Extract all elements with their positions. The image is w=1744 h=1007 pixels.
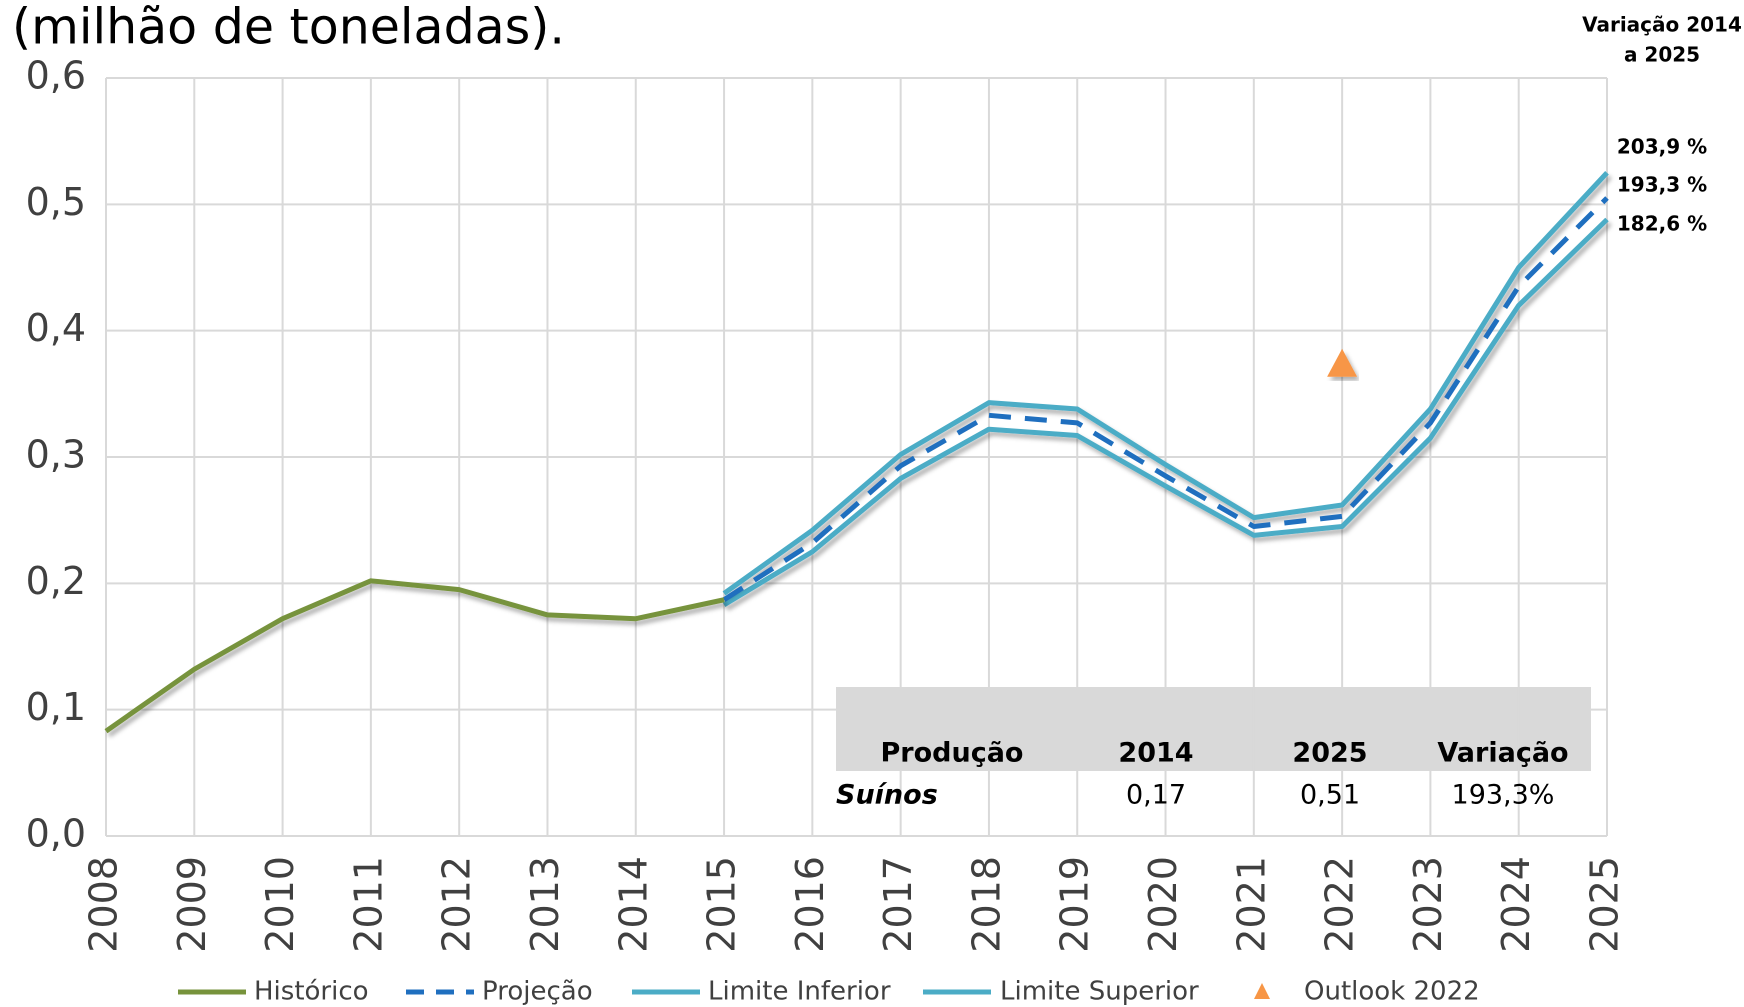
x-tick-label: 2011	[346, 856, 390, 953]
x-tick-label: 2014	[611, 856, 655, 953]
table-header: 2014	[1118, 738, 1193, 769]
table-header: Produção	[881, 738, 1024, 769]
table-header: 2025	[1292, 738, 1367, 769]
x-tick-label: 2010	[258, 856, 302, 953]
series-line	[722, 217, 1609, 607]
x-tick-label: 2019	[1053, 856, 1097, 953]
x-tick-label: 2008	[82, 856, 126, 953]
outlook-marker	[1327, 348, 1358, 377]
legend-swatch	[1254, 983, 1270, 999]
x-tick-label: 2012	[435, 856, 479, 953]
grid	[105, 77, 1608, 837]
y-tick-label: 0,5	[26, 180, 86, 224]
end-label: 203,9 %	[1617, 135, 1707, 159]
y-tick-label: 0,6	[26, 54, 86, 98]
table-cell: 0,51	[1300, 780, 1360, 811]
x-tick-label: 2025	[1583, 856, 1627, 953]
chart-title: (milhão de toneladas).	[12, 0, 565, 56]
x-tick-label: 2015	[700, 856, 744, 953]
x-tick-label: 2021	[1229, 856, 1273, 953]
y-tick-label: 0,1	[26, 685, 86, 729]
x-tick-label: 2022	[1318, 856, 1362, 953]
x-tick-label: 2016	[788, 856, 832, 953]
table-header-bg	[836, 687, 1591, 771]
x-tick-label: 2020	[1141, 856, 1185, 953]
legend-label: Limite Inferior	[708, 977, 891, 1007]
legend-label: Histórico	[254, 977, 369, 1007]
y-tick-label: 0,0	[26, 812, 86, 856]
y-tick-label: 0,4	[26, 306, 86, 350]
end-label: 193,3 %	[1617, 173, 1707, 197]
x-tick-label: 2017	[876, 856, 920, 953]
x-tick-label: 2023	[1406, 856, 1450, 953]
x-tick-label: 2024	[1494, 856, 1538, 953]
x-tick-label: 2013	[523, 856, 567, 953]
legend-label: Limite Superior	[1000, 977, 1199, 1007]
table-cell: Suínos	[836, 780, 938, 811]
legend-label: Outlook 2022	[1304, 977, 1480, 1007]
table-cell: 0,17	[1126, 780, 1186, 811]
y-tick-label: 0,2	[26, 559, 86, 603]
y-tick-label: 0,3	[26, 433, 86, 477]
end-label: 182,6 %	[1617, 212, 1707, 236]
x-tick-label: 2009	[170, 856, 214, 953]
table-header: Variação	[1437, 738, 1568, 769]
series-line	[722, 171, 1609, 596]
series-line	[722, 196, 1609, 602]
legend-label: Projeção	[482, 977, 593, 1007]
annotation: a 2025	[1624, 43, 1700, 67]
x-tick-label: 2018	[964, 856, 1008, 953]
series-line	[104, 578, 725, 734]
table-cell: 193,3%	[1452, 780, 1555, 811]
annotation: Variação 2014	[1582, 13, 1742, 37]
